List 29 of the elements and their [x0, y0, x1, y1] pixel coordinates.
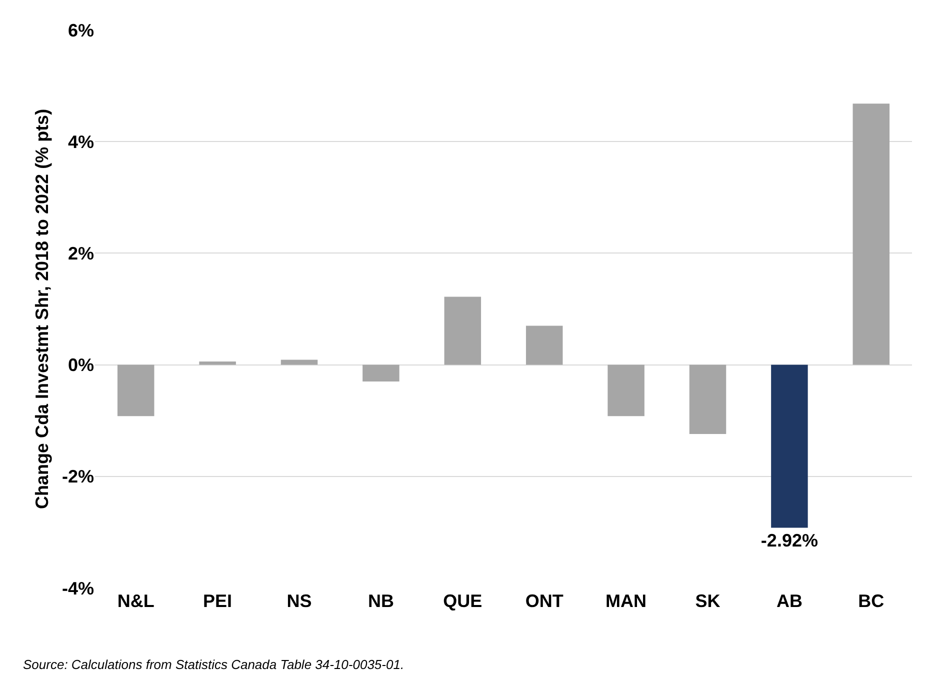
- y-axis-title: Change Cda Investmt Shr, 2018 to 2022 (% pts): [32, 108, 52, 510]
- x-tick-label: ONT: [525, 591, 564, 611]
- y-tick-label: 4%: [68, 132, 94, 152]
- bar: [852, 104, 890, 365]
- y-tick-label: -4%: [62, 578, 94, 598]
- y-tick-label: -2%: [62, 466, 94, 487]
- bar: [280, 360, 318, 365]
- bar: [689, 364, 726, 434]
- x-tick-label: SK: [695, 591, 720, 611]
- bar: [444, 296, 482, 365]
- source-note: Source: Calculations from Statistics Canada Table 34-10-0035-01.: [23, 657, 404, 672]
- bar: [771, 364, 808, 528]
- bar: [117, 364, 154, 416]
- x-tick-label: MAN: [606, 591, 647, 611]
- x-tick-label: NS: [286, 591, 312, 611]
- bar: [199, 361, 236, 365]
- x-tick-label: N&L: [117, 591, 154, 611]
- x-tick-label: BC: [858, 591, 884, 611]
- x-tick-label: AB: [776, 591, 802, 611]
- y-tick-label: 2%: [68, 244, 94, 264]
- data-label: -2.92%: [760, 530, 818, 551]
- x-tick-label: PEI: [203, 591, 232, 611]
- bar: [526, 326, 563, 365]
- bar: [362, 364, 400, 382]
- bar: [608, 364, 644, 416]
- x-tick-label: NB: [368, 591, 394, 611]
- x-tick-label: QUE: [443, 591, 482, 611]
- y-tick-label: 6%: [68, 20, 94, 40]
- y-tick-label: 0%: [68, 355, 94, 376]
